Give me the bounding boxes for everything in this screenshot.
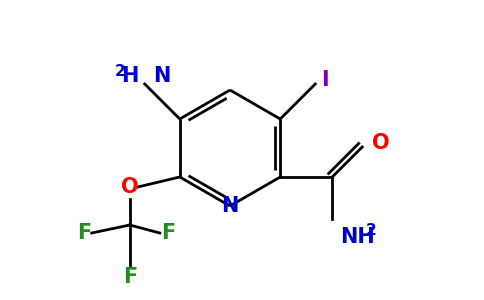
Text: N: N: [221, 196, 239, 216]
Text: N: N: [153, 66, 170, 86]
Text: F: F: [122, 267, 137, 287]
Text: O: O: [121, 177, 138, 197]
Text: F: F: [161, 223, 175, 243]
Text: H: H: [121, 66, 139, 86]
Text: I: I: [321, 70, 329, 90]
Text: O: O: [372, 133, 390, 153]
Text: 2: 2: [115, 64, 126, 80]
Text: 2: 2: [366, 223, 377, 238]
Text: F: F: [76, 223, 91, 243]
Text: NH: NH: [340, 227, 375, 247]
